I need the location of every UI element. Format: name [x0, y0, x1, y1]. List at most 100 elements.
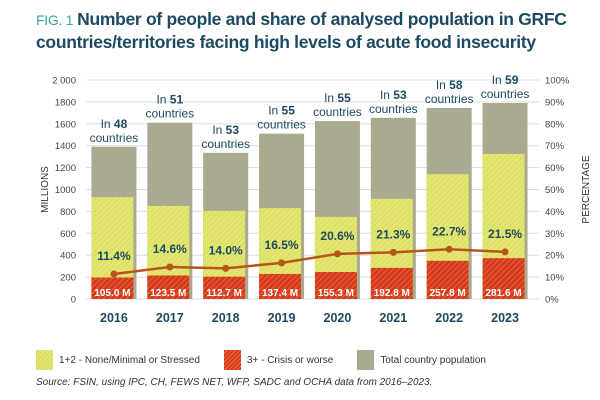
country-count: 59 [505, 73, 519, 87]
crisis-value-label: 105.0 M [94, 288, 130, 299]
country-prefix: In [212, 123, 225, 137]
bar-crisis [259, 273, 302, 299]
country-prefix: In [268, 104, 281, 118]
x-tick-label: 2023 [491, 311, 519, 325]
y2-tick-label: 80% [545, 119, 565, 130]
country-suffix-label: countries [90, 131, 139, 145]
y2-tick-label: 100% [545, 76, 570, 87]
y-tick-label: 2 000 [52, 76, 76, 87]
y2-tick-label: 20% [545, 251, 565, 262]
bar-crisis [314, 271, 357, 299]
crisis-value-label: 281.6 M [485, 288, 521, 299]
country-suffix-label: countries [257, 118, 306, 132]
country-count: 58 [449, 78, 463, 92]
country-suffix-label: countries [201, 137, 250, 151]
country-count-label: In 53 [212, 123, 239, 137]
y2-tick-label: 60% [545, 163, 565, 174]
y2-tick-label: 10% [545, 273, 565, 284]
country-count-label: In 58 [436, 78, 463, 92]
crisis-value-label: 192.8 M [374, 288, 410, 299]
percent-label: 21.3% [376, 227, 410, 241]
y-tick-label: 1200 [55, 163, 76, 174]
legend-swatch-stressed [36, 350, 53, 370]
y2-tick-label: 90% [545, 97, 565, 108]
x-tick-label: 2021 [379, 311, 407, 325]
percent-label: 14.6% [153, 242, 187, 256]
country-count-label: In 55 [268, 104, 295, 118]
y2-axis-label: PERCENTAGE [581, 155, 592, 223]
x-tick-label: 2016 [100, 311, 128, 325]
legend-item-total: Total country population [357, 350, 486, 370]
legend-swatch-total [357, 350, 375, 370]
x-tick-label: 2020 [324, 311, 352, 325]
y-axis-label: MILLIONS [40, 166, 51, 213]
country-suffix-label: countries [425, 92, 474, 106]
percent-label: 14.0% [209, 243, 243, 257]
percent-label: 21.5% [488, 227, 522, 241]
crisis-value-label: 155.3 M [318, 288, 354, 299]
y2-tick-label: 50% [545, 185, 565, 196]
y-tick-label: 1000 [55, 185, 76, 196]
legend-label: Total country population [380, 354, 486, 366]
y-tick-label: 800 [60, 207, 76, 218]
crisis-value-label: 123.5 M [150, 288, 186, 299]
percent-label: 22.7% [432, 224, 466, 238]
percent-label: 16.5% [265, 238, 299, 252]
figure-label: FIG. 1 [36, 12, 74, 28]
country-prefix: In [156, 93, 169, 107]
percent-point [333, 250, 341, 258]
percent-label: 20.6% [320, 229, 354, 243]
crisis-value-label: 257.8 M [430, 288, 466, 299]
country-count-label: In 48 [101, 117, 128, 131]
country-count: 53 [393, 88, 407, 102]
country-count-label: In 51 [156, 93, 183, 107]
percent-label: 11.4% [97, 249, 131, 263]
country-count: 55 [282, 104, 296, 118]
crisis-value-label: 112.7 M [206, 288, 242, 299]
y2-tick-label: 0% [545, 295, 559, 306]
x-tick-label: 2019 [268, 311, 296, 325]
country-prefix: In [492, 73, 505, 87]
percent-point [166, 263, 174, 271]
country-suffix-label: countries [145, 107, 194, 121]
percent-point [278, 259, 286, 267]
y-tick-label: 400 [60, 251, 76, 262]
y-tick-label: 200 [60, 273, 76, 284]
percent-point [389, 248, 397, 256]
country-count: 48 [114, 117, 128, 131]
y2-tick-label: 30% [545, 229, 565, 240]
country-suffix-label: countries [313, 105, 362, 119]
country-suffix-label: countries [481, 87, 530, 101]
percent-point [445, 245, 453, 253]
bar-crisis [426, 260, 469, 299]
country-count: 51 [170, 93, 184, 107]
y-tick-label: 1600 [55, 119, 76, 130]
legend: 1+2 - None/Minimal or Stressed 3+ - Cris… [36, 350, 510, 370]
x-tick-label: 2018 [212, 311, 240, 325]
country-count: 53 [226, 123, 240, 137]
chart-title: FIG. 1 Number of people and share of anal… [36, 8, 596, 53]
percent-point [222, 264, 230, 272]
crisis-value-label: 137.4 M [262, 288, 298, 299]
y-tick-label: 0 [71, 295, 76, 306]
source-note: Source: FSIN, using IPC, CH, FEWS NET, W… [36, 377, 433, 388]
country-prefix: In [380, 88, 393, 102]
y-tick-label: 1400 [55, 141, 76, 152]
chart-title-text: Number of people and share of analysed p… [36, 9, 567, 52]
y-tick-label: 1800 [55, 97, 76, 108]
legend-swatch-crisis [223, 350, 241, 370]
country-prefix: In [324, 91, 337, 105]
country-count: 55 [337, 91, 351, 105]
country-prefix: In [101, 117, 114, 131]
y-tick-label: 600 [60, 229, 76, 240]
percent-point [501, 248, 509, 256]
bar-crisis [147, 275, 190, 299]
y2-tick-label: 70% [545, 141, 565, 152]
country-count-label: In 59 [492, 73, 519, 87]
percent-line [113, 248, 506, 276]
bar-crisis [482, 258, 525, 299]
percent-point [110, 270, 118, 278]
legend-label: 1+2 - None/Minimal or Stressed [59, 354, 200, 366]
legend-item-crisis: 3+ - Crisis or worse [223, 350, 333, 370]
